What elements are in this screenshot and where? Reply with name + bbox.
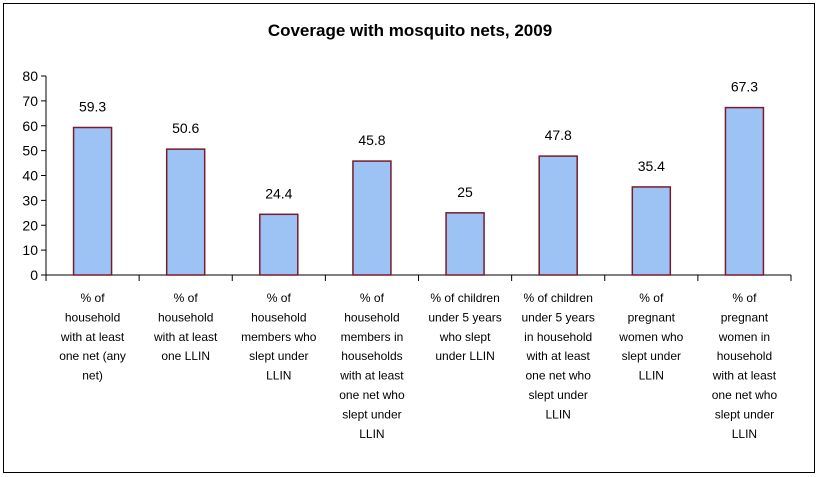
y-tick-label: 60 <box>22 118 38 134</box>
data-label: 67.3 <box>731 79 758 95</box>
category-label-line: pregnant <box>628 310 676 324</box>
y-tick-label: 30 <box>22 192 38 208</box>
category-label-line: LLIN <box>732 427 757 441</box>
category-label-line: one net who <box>525 369 591 383</box>
y-tick-label: 50 <box>22 143 38 159</box>
category-label-line: slept under <box>342 407 401 421</box>
data-label: 45.8 <box>358 132 385 148</box>
category-label: % of household with at least one net (any ne… <box>59 291 126 383</box>
y-tick-label: 40 <box>22 168 38 184</box>
category-label-line: LLIN <box>639 369 664 383</box>
category-label-line: net) <box>82 369 103 383</box>
category-label-line: under LLIN <box>435 349 494 363</box>
y-tick-label: 80 <box>22 68 38 84</box>
category-label-line: with at least <box>526 349 591 363</box>
category-label-line: % of <box>174 291 199 305</box>
data-label: 59.3 <box>79 98 106 114</box>
category-label-line: household <box>344 310 399 324</box>
category-label-line: women who <box>618 330 683 344</box>
category-label: % of household members in households with at… <box>339 291 405 441</box>
category-label-line: household <box>251 310 306 324</box>
bar <box>724 106 765 276</box>
category-label-line: members who <box>241 330 317 344</box>
category-label: % of children under 5 years who slept under… <box>428 291 501 363</box>
category-label: % of children under 5 years in household wi… <box>521 291 594 421</box>
category-label: % of household members who slept under LLIN <box>241 291 317 383</box>
category-label-line: % of <box>81 291 106 305</box>
category-label-line: % of children <box>524 291 593 305</box>
data-label: 24.4 <box>265 185 292 201</box>
category-label-line: under 5 years <box>428 310 501 324</box>
data-label: 50.6 <box>172 120 199 136</box>
bar <box>631 186 672 276</box>
category-label-line: LLIN <box>266 369 291 383</box>
category-label-line: % of children <box>430 291 499 305</box>
category-label: % of pregnant women in household with at lea… <box>712 291 778 441</box>
category-label: % of pregnant women who slept under LLIN <box>618 291 683 383</box>
category-label-line: one net who <box>339 388 405 402</box>
bar <box>259 213 299 276</box>
category-label-line: slept under <box>622 349 681 363</box>
category-label: % of household with at least one LLIN <box>153 291 218 363</box>
category-label-line: one LLIN <box>161 349 210 363</box>
category-label-line: slept under <box>529 388 588 402</box>
category-label-line: households <box>341 349 402 363</box>
category-label-line: household <box>65 310 120 324</box>
category-label-line: with at least <box>60 330 125 344</box>
category-label-line: slept under <box>249 349 308 363</box>
category-label-line: with at least <box>339 369 404 383</box>
bar <box>538 155 578 276</box>
category-label-line: % of <box>639 291 664 305</box>
y-tick-label: 10 <box>22 242 38 258</box>
data-label: 35.4 <box>638 158 665 174</box>
category-label-line: one net who <box>712 388 778 402</box>
data-label: 25 <box>457 184 473 200</box>
bar <box>165 148 206 276</box>
category-label-line: LLIN <box>546 407 571 421</box>
category-label-line: household <box>158 310 213 324</box>
category-label-line: % of <box>267 291 292 305</box>
y-tick-label: 70 <box>22 93 38 109</box>
category-label-line: members in <box>341 330 404 344</box>
chart-frame: Coverage with mosquito nets, 2009 0 10 20 3… <box>3 3 815 473</box>
bar-chart: 0 10 20 30 40 50 60 70 80 59.3 % of household with a… <box>22 68 792 441</box>
category-label-line: one net (any <box>59 349 126 363</box>
category-label-line: women in <box>718 330 770 344</box>
category-label-line: slept under <box>715 407 774 421</box>
bar <box>445 212 485 276</box>
category-label-line: with at least <box>153 330 218 344</box>
category-label-line: pregnant <box>721 310 769 324</box>
bar <box>72 126 113 276</box>
category-label-line: household <box>717 349 772 363</box>
category-label-line: who slept <box>439 330 491 344</box>
category-label-line: in household <box>524 330 592 344</box>
y-tick-label: 0 <box>30 267 38 283</box>
category-label-line: % of <box>732 291 757 305</box>
category-label-line: LLIN <box>359 427 384 441</box>
category-label-line: with at least <box>712 369 777 383</box>
category-label-line: % of <box>360 291 385 305</box>
data-label: 47.8 <box>545 127 572 143</box>
category-label-line: under 5 years <box>521 310 594 324</box>
bar <box>352 160 392 276</box>
chart-title: Coverage with mosquito nets, 2009 <box>267 21 553 40</box>
y-tick-label: 20 <box>22 217 38 233</box>
